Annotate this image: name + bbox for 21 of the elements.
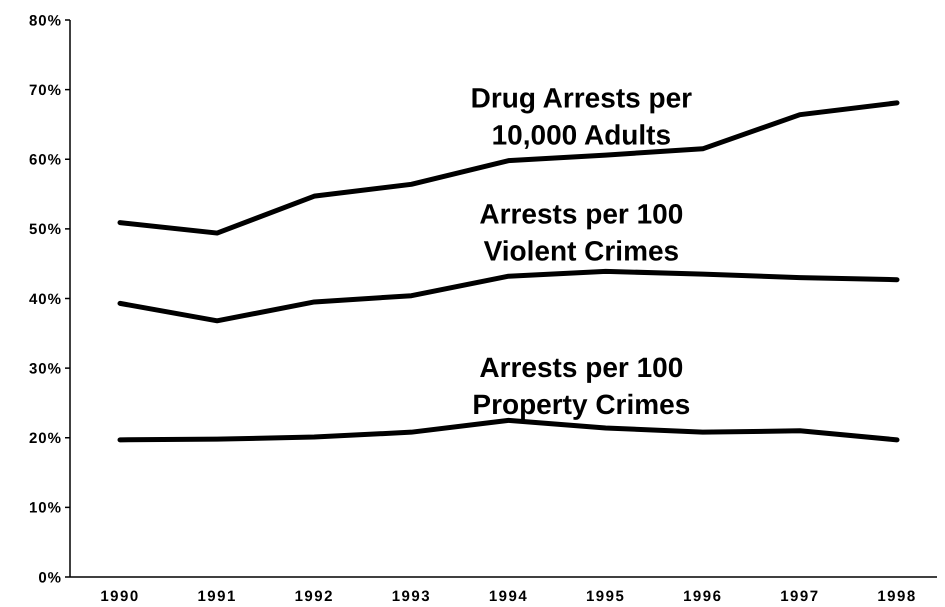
x-tick-label: 1998 <box>877 588 917 605</box>
y-tick-label: 80% <box>28 12 62 30</box>
y-tick-label: 10% <box>28 500 62 517</box>
x-tick-label: 1994 <box>488 588 528 605</box>
x-tick-label: 1995 <box>586 588 626 605</box>
x-tick-label: 1997 <box>780 588 820 605</box>
y-tick-label: 0% <box>38 569 62 586</box>
y-tick-label: 70% <box>28 82 62 99</box>
x-tick-label: 1990 <box>100 588 140 605</box>
y-tick-label: 20% <box>28 430 62 447</box>
series-label: Drug Arrests per 10,000 Adults <box>470 82 692 150</box>
x-tick-label: 1996 <box>683 588 722 605</box>
series-label: Arrests per 100 Violent Crimes <box>479 198 684 267</box>
y-tick-label: 30% <box>28 360 62 378</box>
x-tick-label: 1991 <box>197 588 237 605</box>
series-label: Arrests per 100 Property Crimes <box>472 352 690 420</box>
y-tick-label: 40% <box>28 290 62 308</box>
y-tick-label: 50% <box>28 221 62 238</box>
y-tick-label: 60% <box>28 152 62 168</box>
x-tick-label: 1993 <box>392 588 432 605</box>
x-tick-label: 1992 <box>294 588 334 605</box>
